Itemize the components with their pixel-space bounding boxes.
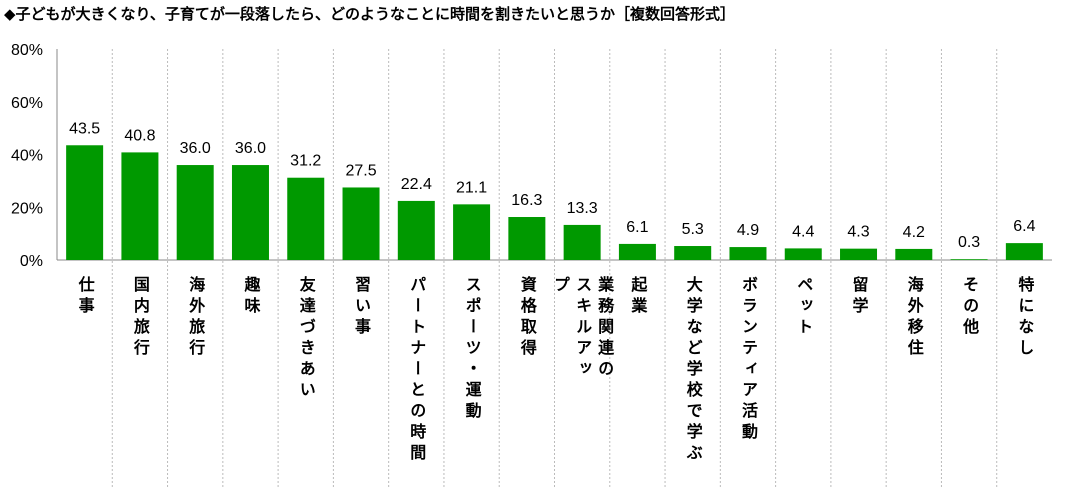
bar (66, 145, 104, 260)
y-tick-label: 80% (11, 42, 43, 59)
x-tick-label: ボランティア活動 (738, 276, 758, 444)
data-label: 6.4 (1013, 218, 1035, 235)
chart-title: ◆子どもが大きくなり、子育てが一段落したら、どのようなことに時間を割きたいと思う… (4, 5, 735, 23)
data-label: 43.5 (69, 120, 100, 137)
data-label: 0.3 (958, 234, 980, 251)
x-tick-label: パートナーとの時間 (407, 276, 427, 465)
data-label: 5.3 (682, 221, 704, 238)
x-tick-label: 国内旅行 (130, 276, 150, 360)
x-tick-label: 海外旅行 (186, 276, 206, 360)
data-label: 36.0 (180, 140, 211, 157)
data-label: 31.2 (290, 153, 321, 170)
x-tick-label: スポーツ・運動 (462, 276, 482, 423)
bar (1005, 243, 1043, 260)
bar (231, 165, 269, 260)
x-tick-label: 大学など学校で学ぶ (683, 276, 703, 465)
data-label: 4.4 (792, 223, 814, 240)
bar (729, 247, 767, 260)
data-label: 4.3 (847, 224, 869, 241)
bar (563, 224, 601, 260)
bar (453, 204, 491, 260)
y-tick-label: 60% (11, 95, 43, 112)
data-label: 13.3 (567, 200, 598, 217)
data-label: 21.1 (456, 179, 487, 196)
y-tick-label: 0% (20, 253, 43, 270)
x-tick-label: 業務関連のスキルアップ (551, 276, 615, 381)
bar (342, 187, 380, 260)
x-tick-label: 特になし (1015, 276, 1035, 360)
bar (121, 152, 159, 260)
x-tick-label: 友達づきあい (296, 276, 316, 402)
data-label: 4.9 (737, 222, 759, 239)
bar (784, 248, 822, 260)
x-tick-label: 習い事 (352, 276, 372, 339)
data-label: 6.1 (626, 219, 648, 236)
bar (508, 217, 546, 260)
bar (287, 177, 325, 260)
bar (397, 200, 435, 260)
data-label: 16.3 (511, 192, 542, 209)
data-label: 4.2 (903, 224, 925, 241)
x-tick-label: 趣味 (241, 276, 261, 318)
x-tick-label: 仕事 (75, 276, 95, 318)
bar (176, 165, 214, 260)
bar (950, 259, 988, 260)
y-tick-label: 20% (11, 200, 43, 217)
x-tick-label: ペット (794, 276, 814, 339)
x-tick-label: 海外移住 (904, 276, 924, 360)
bar (840, 248, 878, 260)
x-tick-label: 起業 (628, 276, 648, 318)
data-label: 27.5 (345, 162, 376, 179)
data-label: 36.0 (235, 140, 266, 157)
bar (618, 243, 656, 260)
y-tick-label: 40% (11, 148, 43, 165)
x-tick-label: 留学 (849, 276, 869, 318)
bar (895, 248, 933, 260)
data-label: 40.8 (124, 127, 155, 144)
x-tick-label: 資格取得 (517, 276, 537, 360)
data-label: 22.4 (401, 176, 432, 193)
x-tick-label: その他 (960, 276, 980, 339)
bar (674, 246, 712, 260)
